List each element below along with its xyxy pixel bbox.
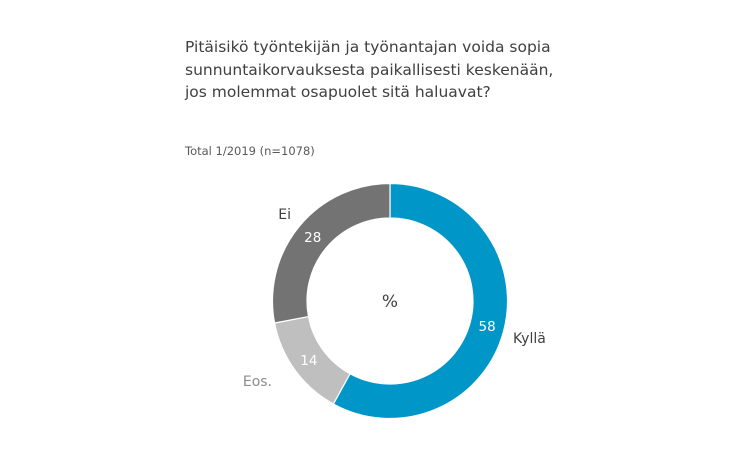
chart-title: Pitäisikö työntekijän ja työnantajan voi… xyxy=(185,38,554,101)
category-label: Ei xyxy=(278,207,291,223)
slice-kyllä xyxy=(332,182,509,420)
category-label: Kyllä xyxy=(513,331,546,347)
chart-subtitle: Total 1/2019 (n=1078) xyxy=(185,144,315,158)
value-label: 58 xyxy=(479,319,496,335)
category-label: Eos. xyxy=(243,374,272,390)
value-label: 14 xyxy=(300,353,317,369)
slice-ei xyxy=(271,182,391,324)
value-label: 28 xyxy=(304,230,321,246)
center-label: % xyxy=(382,292,398,312)
